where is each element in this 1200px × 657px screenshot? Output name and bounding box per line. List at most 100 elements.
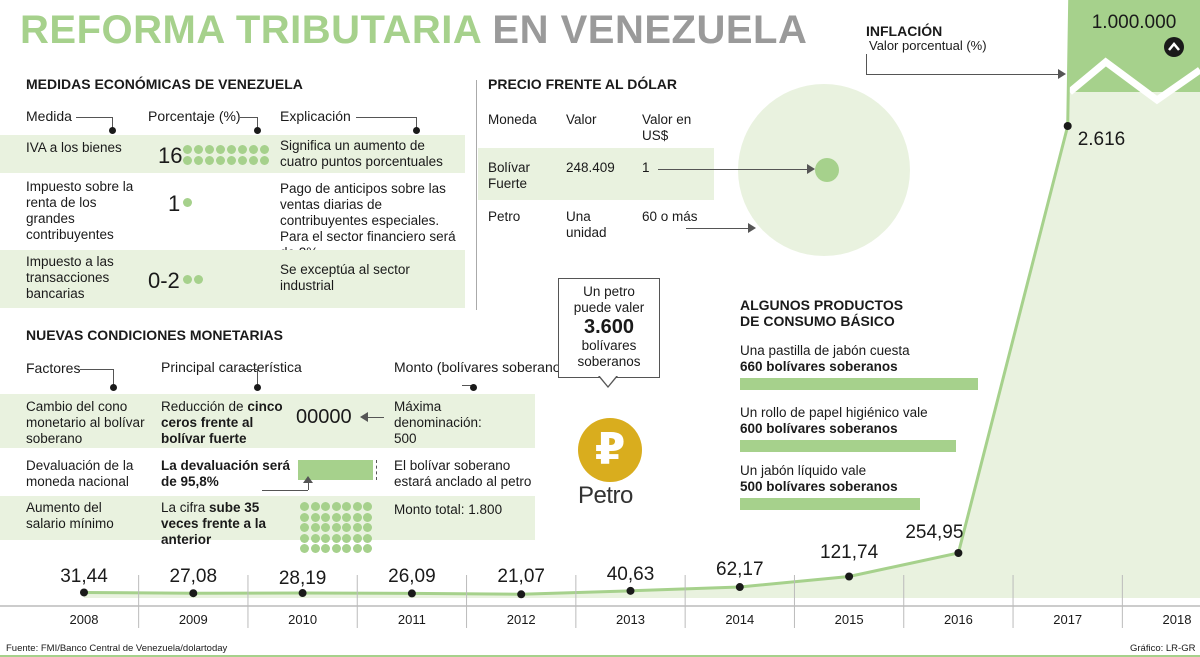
data-point <box>1063 122 1072 130</box>
data-label: 121,74 <box>820 542 879 563</box>
producto-description: Un rollo de papel higiénico vale <box>740 405 928 420</box>
devaluation-scale <box>298 460 377 480</box>
page-title: REFORMA TRIBUTARIA EN VENEZUELA <box>20 8 807 53</box>
percent-dot <box>321 512 330 522</box>
percent-dot <box>352 502 362 511</box>
medidas-row-2-explicacion: Pago de anticipos sobre las ventas diari… <box>280 181 456 260</box>
percent-dot <box>342 533 351 543</box>
condiciones-row-3-factor: Aumento del salario mínimo <box>26 500 114 531</box>
data-point <box>298 589 307 598</box>
medidas-row-1-band <box>0 135 465 173</box>
title-part-1: REFORMA TRIBUTARIA <box>20 8 481 52</box>
medidas-row-3-dots <box>183 275 273 287</box>
precio-row-1-band <box>478 148 714 200</box>
petro-callout-value: 3.600 <box>583 316 635 338</box>
up-arrow-icon <box>1164 37 1184 57</box>
percent-dot <box>352 544 362 553</box>
percent-dot <box>331 544 341 553</box>
data-point <box>189 589 198 598</box>
percent-dot <box>321 502 330 511</box>
medidas-row-1-dots <box>183 145 273 167</box>
medidas-header-explicacion: Explicación <box>280 108 351 124</box>
title-part-2: EN VENEZUELA <box>492 8 808 52</box>
producto-bar <box>740 378 978 390</box>
percent-dot <box>205 145 214 154</box>
percent-dot <box>342 512 351 522</box>
x-tick-label: 2010 <box>288 612 317 627</box>
precio-row-2-moneda: Petro <box>488 209 521 224</box>
condiciones-header-factores: Factores <box>26 360 81 376</box>
x-tick-label: 2017 <box>1053 612 1082 627</box>
x-tick-label: 2008 <box>70 612 99 627</box>
data-label: 31,44 <box>60 566 108 587</box>
medidas-row-3-explicacion: Se exceptúa al sector industrial <box>280 262 410 293</box>
data-label: 254,95 <box>905 522 963 543</box>
data-point <box>954 549 963 557</box>
medidas-divider <box>476 80 477 310</box>
percent-dot <box>300 533 309 543</box>
percent-dot <box>194 145 203 154</box>
salary-dots <box>300 502 380 553</box>
percent-dot <box>342 502 351 511</box>
percent-dot <box>352 512 362 522</box>
data-label: 40,63 <box>607 564 655 585</box>
medidas-row-3-medida: Impuesto a las transacciones bancarias <box>26 254 114 301</box>
x-tick-label: 2014 <box>725 612 754 627</box>
data-point <box>735 583 744 592</box>
percent-dot <box>342 523 351 532</box>
percent-dot <box>363 523 372 532</box>
producto-description: Un jabón líquido vale <box>740 463 867 478</box>
inflation-pointer-h <box>866 74 1060 75</box>
condiciones-row-3-monto: Monto total: 1.800 <box>394 502 503 517</box>
condiciones-row-2-monto: El bolívar soberano estará anclado al pe… <box>394 458 532 489</box>
inflation-pointer-arrow <box>1058 69 1066 79</box>
percent-dot <box>363 502 372 511</box>
x-tick-label: 2011 <box>398 612 426 627</box>
percent-dot <box>183 156 192 165</box>
devaluation-bar <box>298 460 373 480</box>
x-tick-label: 2013 <box>616 612 645 627</box>
data-label: 62,17 <box>716 559 764 580</box>
precio-header-moneda: Moneda <box>488 112 537 127</box>
percent-dot <box>321 533 330 543</box>
percent-dot <box>216 145 225 154</box>
percent-dot <box>238 145 247 154</box>
condiciones-row-3-band <box>0 496 535 540</box>
x-tick-label: 2012 <box>507 612 536 627</box>
precio-row-1-valor: 248.409 <box>566 160 615 175</box>
percent-dot <box>194 275 203 284</box>
percent-dot <box>300 544 309 553</box>
x-tick-label: 2018 <box>1163 612 1192 627</box>
percent-dot <box>183 145 192 154</box>
medidas-row-1-medida: IVA a los bienes <box>26 140 122 155</box>
percent-dot <box>300 523 309 532</box>
percent-dot <box>249 145 258 154</box>
percent-dot <box>310 502 320 511</box>
medidas-header-porcentaje: Porcentaje (%) <box>148 108 241 124</box>
condiciones-row-1-figure: 00000 <box>296 406 352 428</box>
percent-dot <box>331 502 341 511</box>
condiciones-header-monto: Monto (bolívares soberanos) <box>394 359 573 375</box>
precio-section-title: PRECIO FRENTE AL DÓLAR <box>488 76 678 92</box>
inflation-title: INFLACIÓN <box>866 23 943 39</box>
producto-price: 600 bolívares soberanos <box>740 421 898 436</box>
precio-row-2-valor: Una unidad <box>566 209 607 240</box>
producto-description: Una pastilla de jabón cuesta <box>740 343 910 358</box>
percent-dot <box>342 544 351 553</box>
inflation-pointer-v <box>866 54 867 74</box>
data-point <box>80 588 88 597</box>
producto-price: 500 bolívares soberanos <box>740 479 898 494</box>
precio-header-usd: Valor en US$ <box>642 112 692 143</box>
data-label: 27,08 <box>170 566 218 587</box>
condiciones-row-2-factor: Devaluación de la moneda nacional <box>26 458 134 489</box>
data-point <box>407 589 416 598</box>
percent-dot <box>227 156 236 165</box>
medidas-row-3-porcentaje: 0-2 <box>148 268 180 293</box>
data-point <box>517 590 526 599</box>
data-label: 21,07 <box>497 566 545 587</box>
medidas-row-3-band <box>0 250 465 308</box>
footer-source: Fuente: FMI/Banco Central de Venezuela/d… <box>6 643 228 654</box>
data-label: 2.616 <box>1078 129 1126 150</box>
percent-dot <box>216 156 225 165</box>
